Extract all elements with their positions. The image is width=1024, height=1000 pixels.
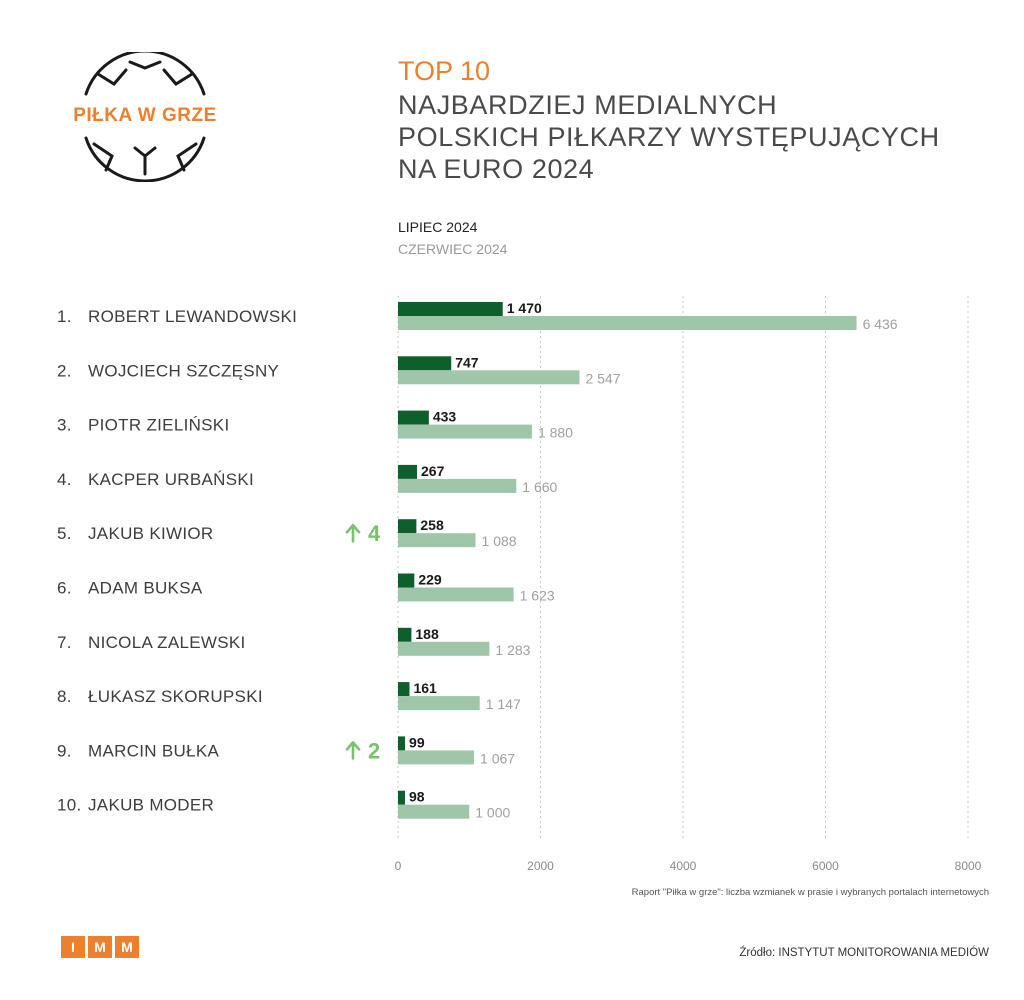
value-previous-10: 1 000 [475, 805, 510, 821]
rank-number-2: 2. [57, 361, 72, 380]
player-name-5: JAKUB KIWIOR [88, 524, 213, 543]
rank-number-7: 7. [57, 633, 72, 652]
value-current-6: 229 [418, 572, 442, 588]
rank-number-5: 5. [57, 524, 72, 543]
chart-title: NAJBARDZIEJ MEDIALNYCH POLSKICH PIŁKARZY… [398, 89, 940, 185]
x-tick-label-4: 8000 [955, 859, 982, 873]
title-line-2: POLSKICH PIŁKARZY WYSTĘPUJĄCYCH [398, 122, 940, 152]
value-current-9: 99 [409, 734, 425, 750]
source-text: Źródło: INSTYTUT MONITOROWANIA MEDIÓW [739, 947, 989, 959]
rank-change-9: 2 [368, 738, 380, 763]
legend-current: LIPIEC 2024 [398, 219, 478, 235]
bar-current-9 [398, 736, 406, 751]
player-name-4: KACPER URBAŃSKI [88, 470, 254, 489]
rank-number-8: 8. [57, 687, 72, 706]
up-arrow-icon-9 [345, 741, 361, 760]
bar-current-5 [398, 519, 417, 534]
rank-change-5: 4 [368, 521, 381, 546]
title-line-1: NAJBARDZIEJ MEDIALNYCH [398, 90, 778, 120]
rank-number-10: 10. [57, 796, 82, 815]
imm-logo: I M M [61, 936, 139, 958]
chart-header: TOP 10 NAJBARDZIEJ MEDIALNYCH POLSKICH P… [398, 56, 940, 185]
value-current-1: 1 470 [507, 300, 542, 316]
bar-previous-2 [398, 370, 580, 385]
top10-label: TOP 10 [398, 56, 491, 86]
rank-number-1: 1. [57, 307, 72, 326]
report-note: Raport "Piłka w grze": liczba wzmianek w… [631, 887, 989, 898]
value-current-7: 188 [415, 626, 439, 642]
x-tick-label-1: 2000 [527, 859, 554, 873]
rank-number-9: 9. [57, 741, 72, 760]
chart-legend: LIPIEC 2024 CZERWIEC 2024 [398, 216, 507, 260]
value-previous-5: 1 088 [482, 533, 517, 549]
bar-current-7 [398, 627, 412, 642]
bar-previous-7 [398, 641, 490, 656]
imm-letter-i: I [61, 936, 85, 958]
bar-previous-1 [398, 316, 857, 330]
bar-current-3 [398, 410, 429, 425]
x-tick-label-3: 6000 [812, 859, 839, 873]
bar-previous-10 [398, 804, 470, 819]
value-current-10: 98 [409, 789, 425, 805]
player-name-8: ŁUKASZ SKORUPSKI [88, 687, 263, 706]
bar-current-6 [398, 573, 415, 588]
rank-number-4: 4. [57, 470, 72, 489]
bar-current-1 [398, 302, 503, 316]
x-tick-label-2: 4000 [670, 859, 697, 873]
value-previous-6: 1 623 [520, 588, 555, 604]
player-name-3: PIOTR ZIELIŃSKI [88, 416, 229, 435]
bar-previous-5 [398, 533, 476, 548]
player-name-7: NICOLA ZALEWSKI [88, 633, 246, 652]
bar-previous-3 [398, 424, 532, 439]
football-icon [84, 52, 206, 182]
value-current-2: 747 [455, 354, 479, 370]
bar-previous-6 [398, 587, 514, 602]
player-name-2: WOJCIECH SZCZĘSNY [88, 361, 279, 380]
value-previous-9: 1 067 [480, 750, 515, 766]
value-previous-2: 2 547 [585, 370, 620, 386]
bar-current-4 [398, 464, 418, 479]
imm-letter-m-2: M [115, 936, 139, 958]
bar-current-8 [398, 682, 410, 697]
title-line-3: NA EURO 2024 [398, 154, 595, 184]
value-current-4: 267 [421, 463, 445, 479]
rank-number-6: 6. [57, 579, 72, 598]
value-current-3: 433 [433, 409, 457, 425]
imm-letter-m: M [88, 936, 112, 958]
player-name-10: JAKUB MODER [88, 796, 214, 815]
value-current-8: 161 [413, 680, 437, 696]
player-name-1: ROBERT LEWANDOWSKI [88, 307, 297, 326]
up-arrow-icon-5 [345, 523, 361, 543]
x-tick-label-0: 0 [395, 859, 402, 873]
player-name-6: ADAM BUKSA [88, 579, 203, 598]
pilka-w-grze-logo: PIŁKA W GRZE [60, 52, 230, 182]
value-current-5: 258 [420, 517, 444, 533]
value-previous-4: 1 660 [522, 479, 557, 495]
value-previous-7: 1 283 [495, 642, 530, 658]
bar-previous-8 [398, 696, 480, 711]
bar-current-2 [398, 356, 452, 371]
rank-number-3: 3. [57, 416, 72, 435]
bar-previous-9 [398, 750, 475, 765]
legend-previous: CZERWIEC 2024 [398, 241, 508, 257]
bar-current-10 [398, 790, 405, 805]
value-previous-1: 6 436 [863, 316, 898, 332]
player-name-9: MARCIN BUŁKA [88, 741, 219, 760]
bar-previous-4 [398, 478, 517, 493]
value-previous-3: 1 880 [538, 425, 573, 441]
value-previous-8: 1 147 [486, 696, 521, 712]
logo-text: PIŁKA W GRZE [73, 105, 217, 126]
